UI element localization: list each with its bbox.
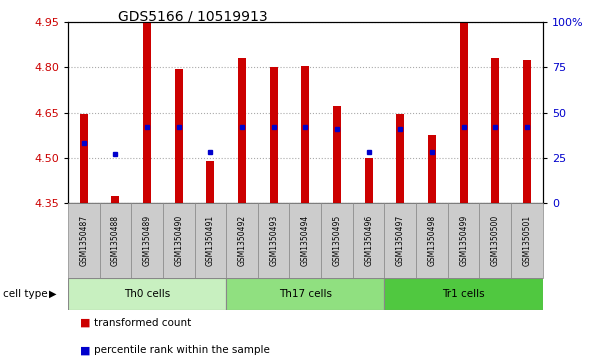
Text: transformed count: transformed count bbox=[94, 318, 192, 328]
Bar bbox=[491, 58, 499, 203]
Text: GDS5166 / 10519913: GDS5166 / 10519913 bbox=[118, 9, 268, 23]
Bar bbox=[333, 106, 341, 203]
Bar bbox=[321, 203, 353, 278]
Text: Th0 cells: Th0 cells bbox=[124, 289, 170, 299]
Text: GSM1350495: GSM1350495 bbox=[333, 215, 342, 266]
Text: GSM1350497: GSM1350497 bbox=[396, 215, 405, 266]
Text: percentile rank within the sample: percentile rank within the sample bbox=[94, 345, 270, 355]
Bar bbox=[112, 196, 119, 203]
Bar bbox=[460, 23, 468, 203]
Bar bbox=[523, 60, 531, 203]
Bar bbox=[131, 203, 163, 278]
Bar bbox=[416, 203, 448, 278]
Bar bbox=[448, 203, 480, 278]
Bar bbox=[270, 67, 278, 203]
Text: GSM1350493: GSM1350493 bbox=[269, 215, 278, 266]
Text: ▶: ▶ bbox=[49, 289, 57, 299]
Text: GSM1350494: GSM1350494 bbox=[301, 215, 310, 266]
Bar bbox=[511, 203, 543, 278]
Bar bbox=[428, 135, 436, 203]
Bar bbox=[258, 203, 290, 278]
Text: GSM1350501: GSM1350501 bbox=[523, 215, 532, 266]
Text: ■: ■ bbox=[80, 345, 90, 355]
Text: GSM1350500: GSM1350500 bbox=[491, 215, 500, 266]
Bar bbox=[100, 203, 131, 278]
Text: Th17 cells: Th17 cells bbox=[279, 289, 332, 299]
Bar bbox=[238, 58, 246, 203]
Text: cell type: cell type bbox=[3, 289, 48, 299]
Text: GSM1350496: GSM1350496 bbox=[364, 215, 373, 266]
Bar bbox=[226, 203, 258, 278]
Bar bbox=[68, 203, 100, 278]
Bar bbox=[206, 161, 214, 203]
Text: GSM1350491: GSM1350491 bbox=[206, 215, 215, 266]
Bar bbox=[175, 69, 183, 203]
Bar bbox=[290, 203, 321, 278]
Bar bbox=[226, 278, 385, 310]
Text: GSM1350488: GSM1350488 bbox=[111, 215, 120, 266]
Bar bbox=[163, 203, 195, 278]
Text: GSM1350489: GSM1350489 bbox=[143, 215, 152, 266]
Bar bbox=[80, 114, 88, 203]
Text: GSM1350498: GSM1350498 bbox=[428, 215, 437, 266]
Text: Tr1 cells: Tr1 cells bbox=[442, 289, 485, 299]
Bar bbox=[353, 203, 385, 278]
Bar bbox=[301, 66, 309, 203]
Text: GSM1350492: GSM1350492 bbox=[238, 215, 247, 266]
Text: GSM1350487: GSM1350487 bbox=[79, 215, 88, 266]
Bar bbox=[385, 278, 543, 310]
Text: GSM1350490: GSM1350490 bbox=[174, 215, 183, 266]
Bar bbox=[195, 203, 226, 278]
Text: GSM1350499: GSM1350499 bbox=[459, 215, 468, 266]
Bar bbox=[396, 114, 404, 203]
Bar bbox=[143, 22, 151, 203]
Bar bbox=[365, 158, 373, 203]
Bar bbox=[68, 278, 226, 310]
Bar bbox=[385, 203, 416, 278]
Text: ■: ■ bbox=[80, 318, 90, 328]
Bar bbox=[480, 203, 511, 278]
